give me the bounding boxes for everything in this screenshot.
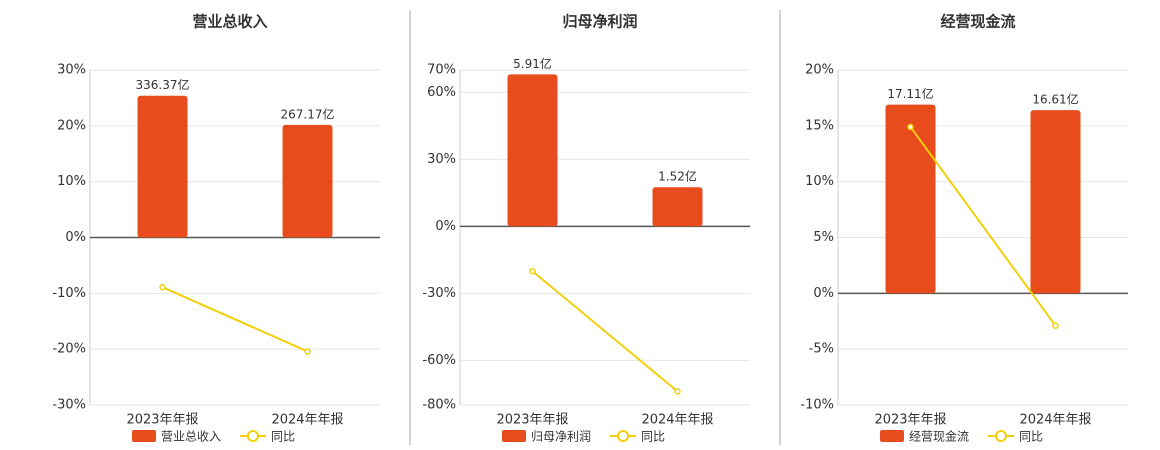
y-tick-label: -30% (52, 398, 86, 413)
legend-label: 同比 (641, 430, 665, 444)
y-tick-label: 20% (57, 118, 86, 133)
value-label: 336.37亿 (136, 77, 190, 92)
bar (1030, 110, 1081, 294)
y-tick-label: 5% (813, 230, 834, 245)
x-tick-label: 2024年年报 (271, 413, 343, 428)
legend-label: 同比 (1019, 430, 1043, 444)
bar (137, 95, 188, 238)
y-tick-label: 0% (435, 219, 456, 234)
y-tick-label: -80% (422, 398, 456, 413)
y-tick-label: 30% (427, 152, 456, 167)
y-tick-label: 20% (805, 63, 834, 78)
value-label: 267.17亿 (281, 106, 335, 121)
x-tick-label: 2023年年报 (126, 413, 198, 428)
value-label: 16.61亿 (1032, 92, 1078, 107)
y-tick-label: 70% (427, 63, 456, 78)
y-tick-label: -10% (52, 286, 86, 301)
y-tick-label: 30% (57, 63, 86, 78)
y-tick-label: -30% (422, 286, 456, 301)
legend-swatch (995, 430, 1008, 442)
value-label: 5.91亿 (513, 56, 552, 71)
legend-swatch (132, 430, 156, 442)
bar (885, 104, 936, 294)
point (1052, 322, 1059, 329)
y-tick-label: -60% (422, 353, 456, 368)
value-label: 1.52亿 (658, 169, 697, 184)
legend-label: 归母净利润 (531, 430, 591, 444)
legend-label: 同比 (271, 430, 295, 444)
chart-title: 归母净利润 (562, 13, 637, 31)
y-tick-label: -10% (800, 398, 834, 413)
line (531, 270, 679, 393)
y-tick-label: 10% (805, 174, 834, 189)
legend-label: 经营现金流 (909, 429, 969, 444)
legend-swatch (880, 430, 904, 442)
line (909, 126, 1057, 327)
point (907, 123, 914, 131)
bar (507, 74, 558, 227)
bar (282, 124, 333, 238)
point (674, 388, 681, 395)
y-tick-label: 10% (57, 174, 86, 189)
y-tick-label: 60% (427, 85, 456, 100)
chart-title: 经营现金流 (940, 13, 1015, 31)
y-tick-label: 15% (805, 118, 834, 133)
x-tick-label: 2024年年报 (641, 413, 713, 428)
bar (652, 187, 703, 227)
point (529, 267, 536, 275)
legend-swatch (247, 430, 260, 442)
value-label: 17.11亿 (887, 86, 933, 101)
x-tick-label: 2023年年报 (496, 413, 568, 428)
y-tick-label: 0% (813, 286, 834, 301)
legend-label: 营业总收入 (161, 430, 221, 444)
chart-title: 营业总收入 (192, 13, 267, 31)
point (304, 348, 311, 355)
legend-swatch (617, 430, 630, 442)
legend-swatch (502, 430, 526, 442)
y-tick-label: -20% (52, 342, 86, 357)
line (162, 286, 308, 353)
y-tick-label: -5% (809, 342, 834, 357)
y-tick-label: 0% (65, 230, 86, 245)
point (159, 283, 166, 291)
x-tick-label: 2024年年报 (1019, 413, 1091, 428)
x-tick-label: 2023年年报 (874, 413, 946, 428)
